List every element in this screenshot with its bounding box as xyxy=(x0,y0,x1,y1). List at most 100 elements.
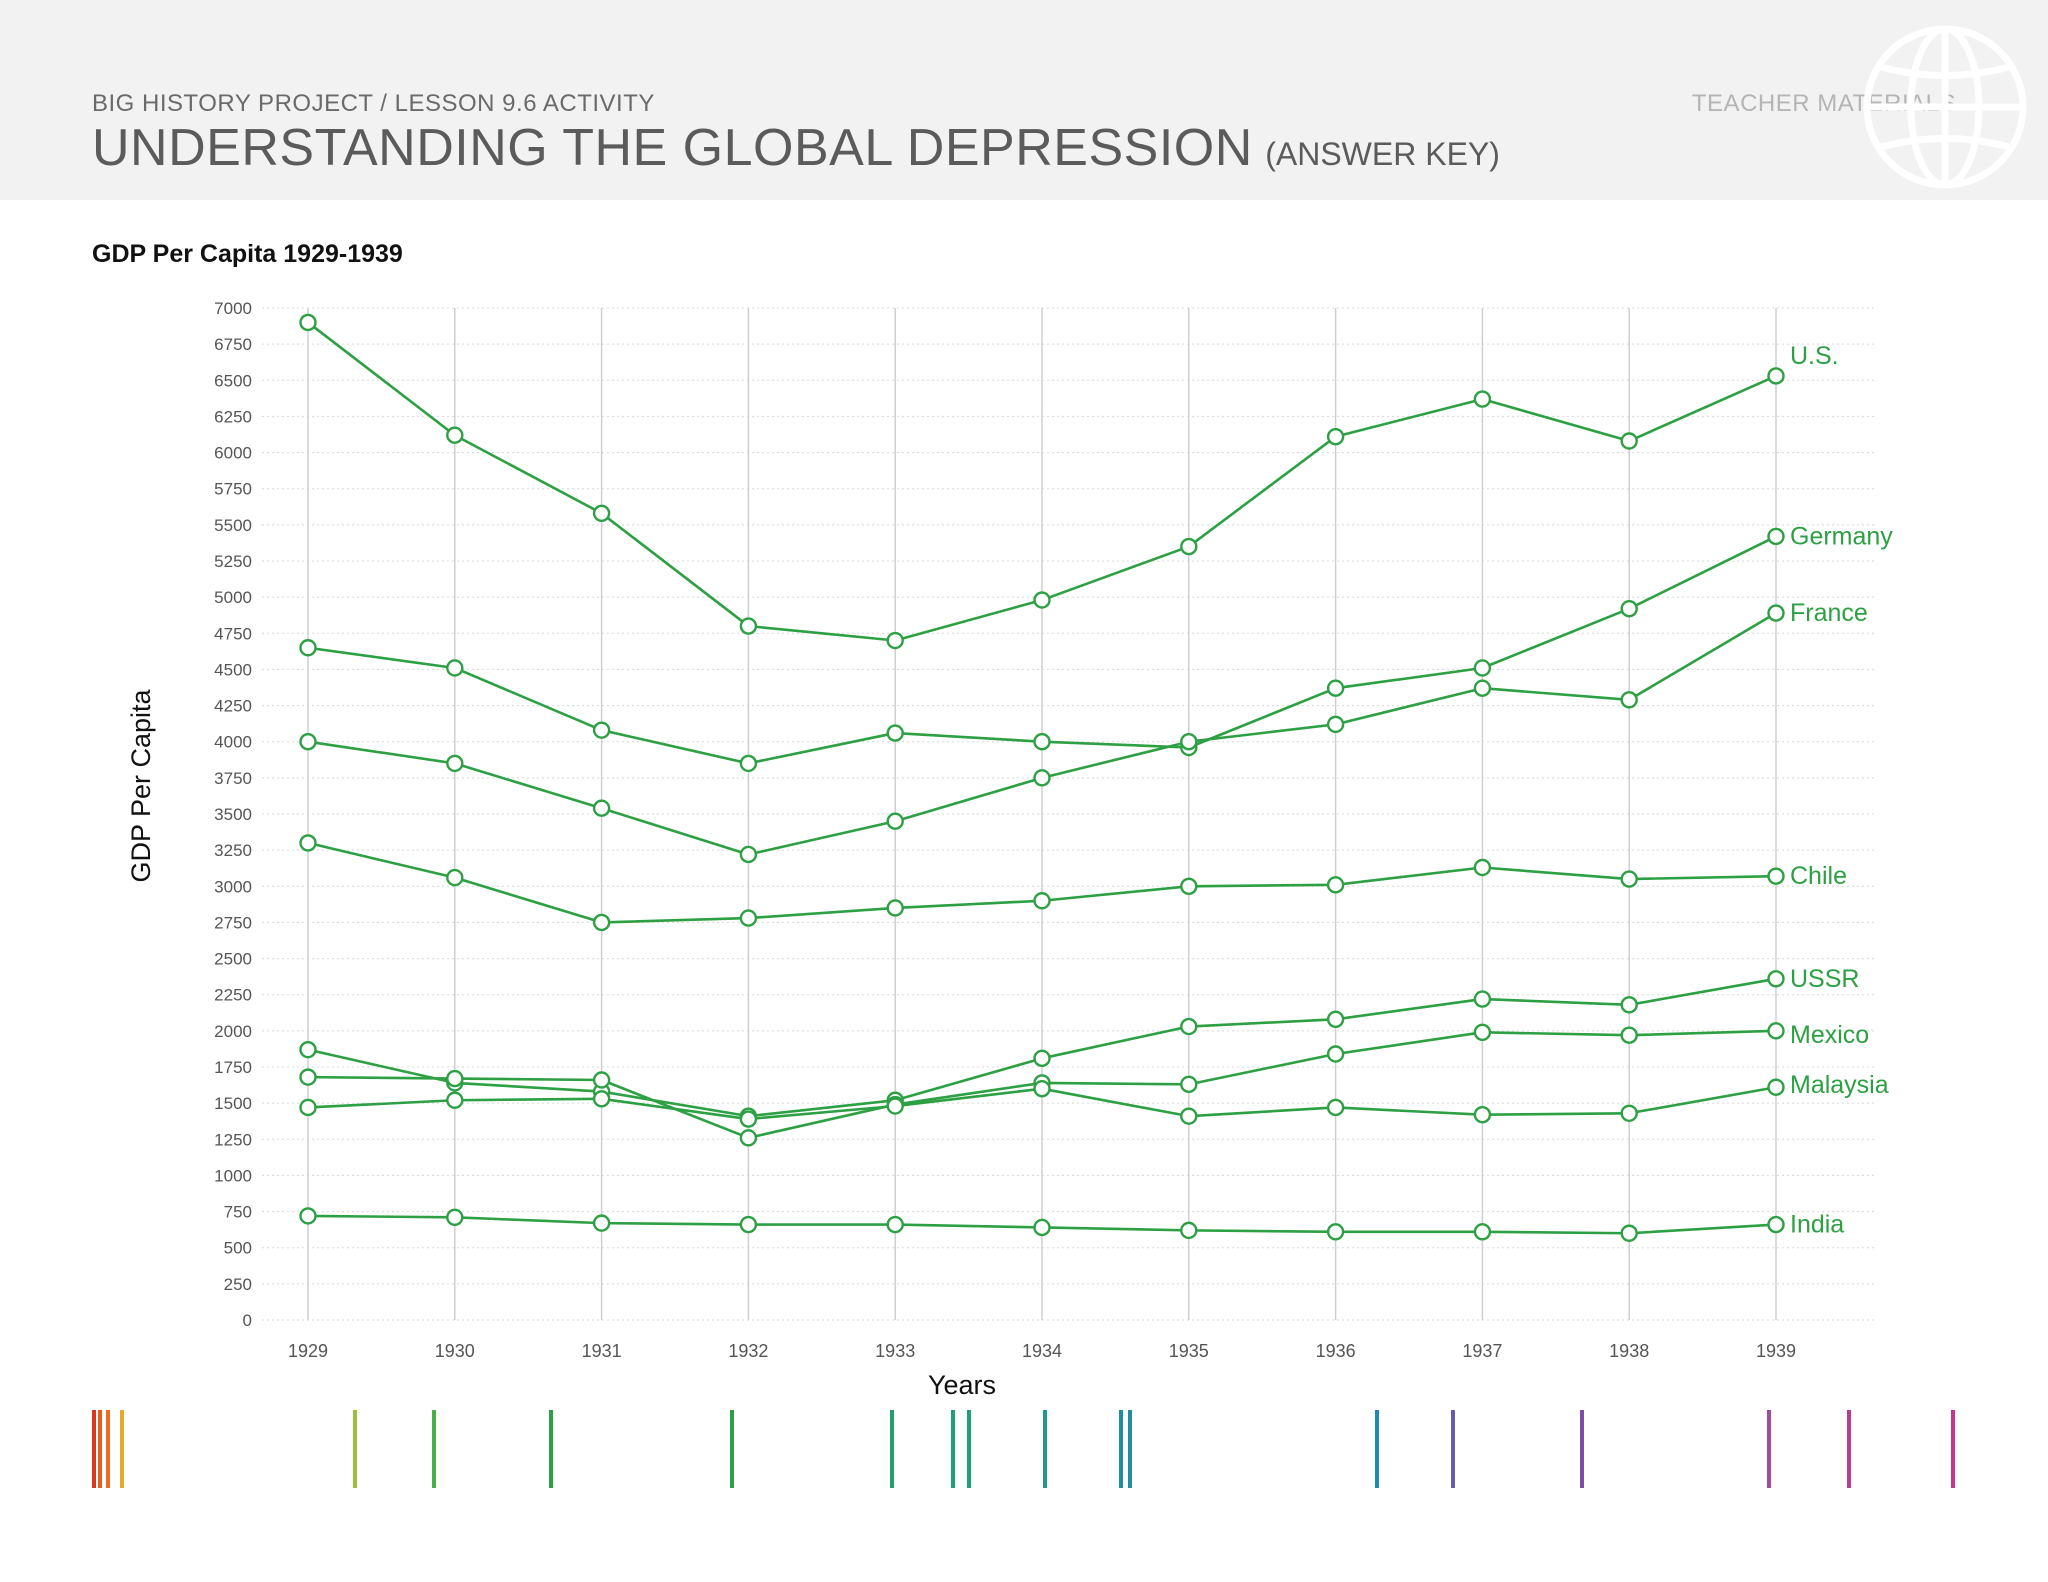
data-point xyxy=(1620,691,1638,709)
x-tick-label: 1934 xyxy=(1022,1341,1062,1361)
data-point xyxy=(299,733,317,751)
data-point xyxy=(1326,715,1345,734)
data-point xyxy=(299,834,317,852)
y-tick-label: 2500 xyxy=(214,950,252,969)
x-tick-label: 1932 xyxy=(728,1341,768,1361)
series-label: Chile xyxy=(1790,862,1847,890)
data-point xyxy=(1473,1023,1492,1042)
data-point xyxy=(1180,733,1198,751)
data-point xyxy=(446,868,464,887)
data-point xyxy=(1620,870,1638,888)
data-point xyxy=(1326,1223,1345,1241)
data-point xyxy=(1767,527,1785,546)
data-point xyxy=(1180,1017,1198,1036)
data-point xyxy=(1767,1078,1785,1096)
color-ribbon-decoration xyxy=(92,1410,1955,1488)
data-point xyxy=(446,426,464,444)
data-point xyxy=(1180,1107,1198,1125)
data-point xyxy=(1473,1223,1492,1241)
gdp-line-chart: 0 250 500 750 1000 1250 1500 1750 2000 2250 2500 27… xyxy=(126,299,1893,1400)
data-point xyxy=(886,899,904,917)
y-tick-label: 4750 xyxy=(214,624,252,643)
data-point xyxy=(1473,1106,1492,1124)
data-point xyxy=(886,724,904,742)
data-point xyxy=(1767,1215,1785,1234)
data-point xyxy=(1767,367,1785,385)
data-point xyxy=(739,754,758,773)
y-tick-label: 2000 xyxy=(214,1022,252,1041)
data-point xyxy=(299,639,317,657)
series-label: Malaysia xyxy=(1790,1071,1889,1099)
data-point xyxy=(1767,604,1785,622)
y-tick-label: 3750 xyxy=(214,769,252,788)
data-point xyxy=(739,1129,758,1147)
y-tick-label: 0 xyxy=(243,1311,252,1330)
data-point xyxy=(739,617,758,635)
data-point xyxy=(1767,867,1785,885)
header-band: BIG HISTORY PROJECT / LESSON 9.6 ACTIVIT… xyxy=(0,0,2048,200)
data-point xyxy=(1326,1010,1345,1028)
data-point xyxy=(1180,877,1198,895)
series-layer: U.S. Germany France Chile USSR Mexico Malaysia… xyxy=(299,313,1893,1242)
y-tick-label: 1250 xyxy=(214,1130,252,1149)
x-tick-label: 1936 xyxy=(1316,1341,1356,1361)
series-label: France xyxy=(1790,599,1868,627)
x-tick-label: 1933 xyxy=(875,1341,915,1361)
globe-icon xyxy=(1863,25,2027,189)
data-point xyxy=(446,659,464,677)
y-axis-label: GDP Per Capita xyxy=(126,688,156,882)
chart-title: GDP Per Capita 1929-1939 xyxy=(92,240,403,268)
y-tick-label: 500 xyxy=(224,1239,252,1258)
page-subtitle: (ANSWER KEY) xyxy=(1265,136,1500,172)
data-point xyxy=(1620,600,1638,618)
data-point xyxy=(1473,990,1492,1008)
y-tick-label: 3000 xyxy=(214,877,252,896)
y-tick-label: 6750 xyxy=(214,335,252,354)
x-tick-label: 1929 xyxy=(288,1341,328,1361)
data-point xyxy=(1180,537,1198,556)
data-point xyxy=(592,1071,611,1089)
series-group: France xyxy=(299,599,1868,864)
data-point xyxy=(1473,390,1492,408)
series-label: USSR xyxy=(1790,965,1859,993)
data-point xyxy=(446,754,464,773)
data-point xyxy=(1033,591,1051,609)
data-point xyxy=(1033,733,1051,751)
data-point xyxy=(1620,1026,1638,1044)
data-point xyxy=(1033,1079,1051,1098)
data-point xyxy=(1326,1045,1345,1063)
data-point xyxy=(739,845,758,864)
axis-layer: 0 250 500 750 1000 1250 1500 1750 2000 2250 2500 27… xyxy=(214,299,1796,1361)
x-tick-label: 1939 xyxy=(1756,1341,1796,1361)
data-point xyxy=(1473,679,1492,697)
data-point xyxy=(1473,858,1492,877)
data-point xyxy=(446,1069,464,1088)
y-tick-label: 6000 xyxy=(214,444,252,463)
data-point xyxy=(1180,1221,1198,1240)
data-point xyxy=(886,812,904,830)
series-group: Germany xyxy=(299,522,1893,773)
x-axis-label: Years xyxy=(928,1370,996,1400)
data-point xyxy=(1326,679,1345,697)
data-point xyxy=(739,1110,758,1128)
y-tick-label: 4250 xyxy=(214,697,252,716)
data-point xyxy=(1620,1224,1638,1242)
data-point xyxy=(1767,970,1785,988)
series-label: U.S. xyxy=(1790,342,1839,370)
y-tick-label: 2750 xyxy=(214,913,252,932)
data-point xyxy=(1326,1098,1345,1117)
data-point xyxy=(1033,892,1051,910)
y-tick-label: 5750 xyxy=(214,480,252,499)
x-tick-label: 1938 xyxy=(1609,1341,1649,1361)
series-group: Malaysia xyxy=(299,1071,1889,1128)
lesson-kicker: BIG HISTORY PROJECT / LESSON 9.6 ACTIVIT… xyxy=(92,90,655,117)
data-point xyxy=(1473,659,1492,677)
x-tick-label: 1937 xyxy=(1462,1341,1502,1361)
data-point xyxy=(299,1098,317,1117)
data-point xyxy=(886,1097,904,1115)
data-point xyxy=(299,313,317,332)
data-point xyxy=(592,1090,611,1108)
data-point xyxy=(1326,427,1345,446)
data-point xyxy=(592,913,611,932)
data-point xyxy=(1620,1104,1638,1122)
